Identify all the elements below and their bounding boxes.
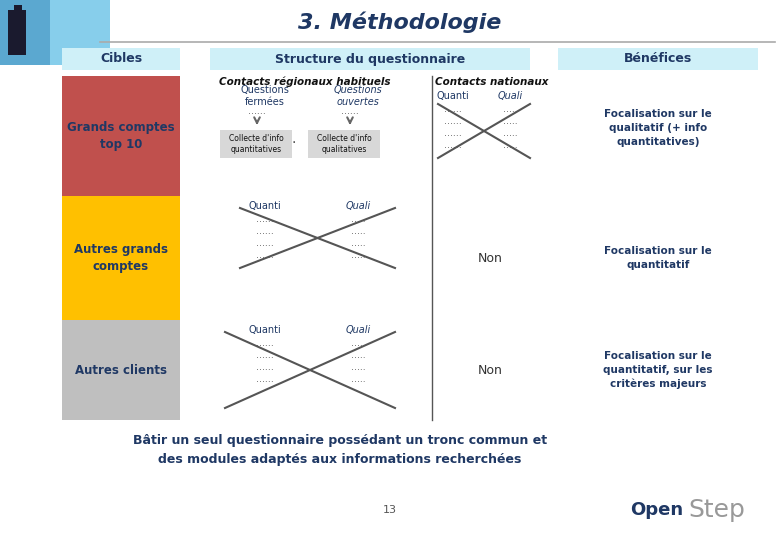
Text: ·: ·	[292, 136, 296, 150]
Bar	[558, 48, 758, 70]
Text: Focalisation sur le
quantitatif, sur les
critères majeurs: Focalisation sur le quantitatif, sur les…	[603, 350, 713, 389]
Text: Non: Non	[477, 252, 502, 265]
Text: …..: …..	[502, 118, 517, 126]
Bar	[308, 130, 380, 158]
Text: Collecte d'info
quantitatives: Collecte d'info quantitatives	[229, 134, 283, 154]
Text: …..: …..	[351, 340, 365, 348]
Bar	[0, 0, 110, 65]
Bar	[8, 10, 26, 55]
Bar	[62, 48, 180, 70]
Text: …..: …..	[351, 227, 365, 237]
Text: ……: ……	[256, 363, 274, 373]
Text: Open: Open	[630, 501, 683, 519]
Text: ……: ……	[256, 215, 274, 225]
Text: Bénéfices: Bénéfices	[624, 52, 692, 65]
Text: Questions
ouvertes: Questions ouvertes	[334, 85, 382, 107]
Text: Questions
fermées: Questions fermées	[240, 85, 289, 107]
Bar	[0, 0, 50, 65]
Text: …..: …..	[502, 105, 517, 114]
Text: …..: …..	[502, 141, 517, 151]
Text: Collecte d'info
qualitatives: Collecte d'info qualitatives	[317, 134, 371, 154]
Text: Autres grands
comptes: Autres grands comptes	[74, 243, 168, 273]
Bar	[210, 48, 530, 70]
Text: …..: …..	[351, 375, 365, 384]
Text: Focalisation sur le
qualitatif (+ info
quantitatives): Focalisation sur le qualitatif (+ info q…	[604, 109, 712, 147]
Text: Quanti: Quanti	[249, 201, 282, 211]
Text: ……: ……	[256, 240, 274, 248]
Text: Quali: Quali	[346, 325, 370, 335]
Text: …..: …..	[351, 240, 365, 248]
Text: ……: ……	[256, 352, 274, 361]
Text: …..: …..	[502, 130, 517, 138]
Text: Bâtir un seul questionnaire possédant un tronc commun et
des modules adaptés aux: Bâtir un seul questionnaire possédant un…	[133, 434, 547, 466]
Bar	[62, 320, 180, 420]
Text: Contacts régionaux habituels: Contacts régionaux habituels	[219, 77, 391, 87]
Text: Structure du questionnaire: Structure du questionnaire	[275, 52, 465, 65]
Text: ……: ……	[248, 107, 266, 117]
Text: ……: ……	[256, 227, 274, 237]
Text: Quanti: Quanti	[249, 325, 282, 335]
Text: Step: Step	[688, 498, 745, 522]
Text: Focalisation sur le
quantitatif: Focalisation sur le quantitatif	[604, 246, 712, 270]
Text: ……: ……	[444, 118, 462, 126]
Text: …..: …..	[351, 363, 365, 373]
Text: …..: …..	[351, 352, 365, 361]
Text: Quali: Quali	[498, 91, 523, 101]
Text: Quanti: Quanti	[437, 91, 470, 101]
Text: ……: ……	[341, 107, 359, 117]
Text: …..: …..	[351, 215, 365, 225]
Text: ……: ……	[444, 130, 462, 138]
Text: Cibles: Cibles	[100, 52, 142, 65]
Text: ……: ……	[444, 141, 462, 151]
Bar	[14, 5, 22, 17]
Text: Quali: Quali	[346, 201, 370, 211]
Text: Contacts nationaux: Contacts nationaux	[435, 77, 549, 87]
Text: Grands comptes
top 10: Grands comptes top 10	[67, 121, 175, 151]
Text: Autres clients: Autres clients	[75, 363, 167, 376]
Text: 13: 13	[383, 505, 397, 515]
Text: ……: ……	[256, 252, 274, 260]
Text: Non: Non	[477, 363, 502, 376]
Text: …..: …..	[351, 252, 365, 260]
Bar	[220, 130, 292, 158]
Bar	[62, 76, 180, 196]
Bar	[62, 196, 180, 320]
Text: ……: ……	[256, 340, 274, 348]
Text: ……: ……	[444, 105, 462, 114]
Text: 3. Méthodologie: 3. Méthodologie	[298, 11, 502, 33]
Text: ……: ……	[256, 375, 274, 384]
